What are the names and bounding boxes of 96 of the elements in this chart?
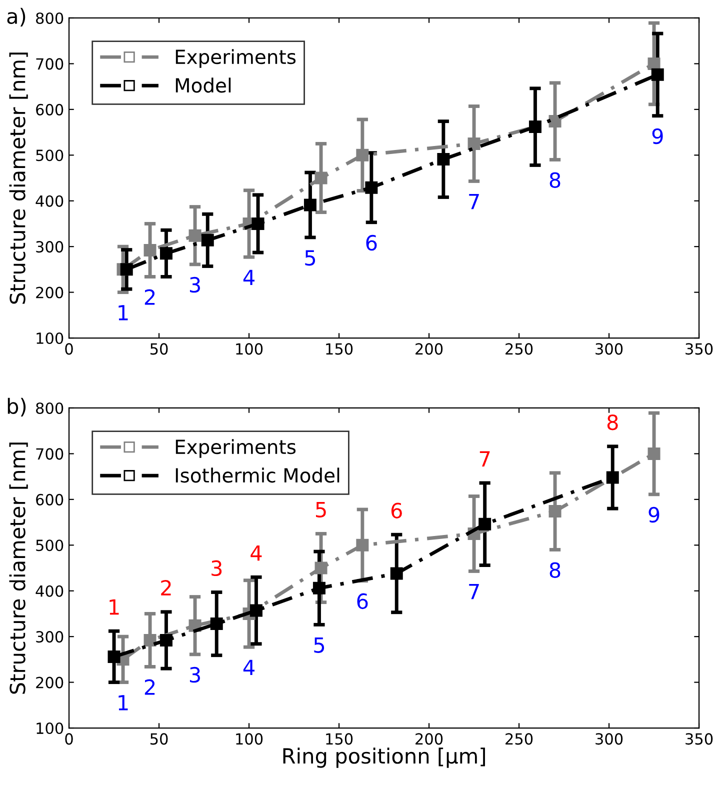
x-tick-label: 200: [416, 343, 443, 355]
point: [250, 604, 262, 617]
x-tick-label: 100: [236, 343, 263, 355]
y-tick-label: 500: [36, 150, 64, 162]
annotation: 8: [550, 172, 560, 188]
point: [528, 120, 542, 134]
x-tick-label: 150: [326, 343, 353, 355]
point: [548, 505, 562, 518]
y-tick-label: 100: [36, 332, 64, 344]
annotation: 3: [212, 560, 222, 576]
point: [210, 618, 223, 630]
annotation: 7: [469, 584, 479, 600]
annotation: 1: [118, 695, 128, 710]
y-tick-label: 700: [36, 448, 64, 460]
point: [651, 68, 664, 81]
point: [144, 634, 156, 646]
y-tick-label: 600: [36, 494, 64, 506]
x-tick-label: 0: [65, 733, 73, 745]
point: [201, 234, 214, 246]
legend-label: Experiments: [176, 49, 296, 68]
point: [314, 172, 328, 184]
point: [188, 229, 202, 242]
x-tick-label: 350: [686, 733, 713, 745]
annotation: 5: [305, 250, 316, 266]
x-tick-label: 50: [150, 343, 168, 355]
x-tick-label: 250: [506, 733, 533, 745]
y-axis-title: Structure diameter [nm]: [9, 442, 28, 694]
annotation: 9: [648, 506, 660, 523]
y-tick-label: 600: [36, 104, 64, 116]
annotation: 2: [144, 289, 155, 305]
x-tick-label: 300: [596, 733, 623, 745]
y-tick-label: 300: [36, 241, 64, 253]
legend-label: Isothermic Model: [176, 468, 340, 483]
x-tick-label: 100: [236, 733, 263, 745]
y-tick-label: 200: [36, 676, 64, 688]
legend-label: Experiments: [176, 439, 296, 458]
point: [648, 447, 660, 460]
annotation: 7: [469, 194, 479, 210]
point: [108, 650, 120, 663]
point: [144, 244, 156, 256]
point: [314, 562, 328, 574]
point: [160, 634, 172, 646]
y-tick-label: 400: [36, 585, 64, 597]
point: [548, 115, 562, 128]
point: [390, 567, 403, 580]
legend-label: Model: [176, 78, 231, 93]
annotation: 3: [190, 666, 200, 683]
chart-title: b): [8, 398, 26, 416]
x-tick-label: 250: [506, 343, 533, 355]
point: [252, 217, 264, 230]
y-tick-label: 800: [36, 402, 64, 414]
annotation: 4: [243, 270, 254, 286]
point: [437, 153, 450, 166]
annotation: 9: [652, 128, 663, 144]
y-tick-label: 700: [36, 58, 64, 70]
y-tick-label: 300: [36, 631, 64, 643]
y-tick-label: 800: [36, 12, 64, 24]
point: [365, 181, 378, 194]
point: [160, 247, 172, 260]
chart-title: a): [7, 8, 26, 26]
x-tick-label: 300: [596, 343, 623, 355]
annotation: 6: [357, 593, 368, 610]
y-axis-title: Structure diameter [nm]: [9, 52, 28, 304]
annotation: 8: [607, 414, 618, 430]
point: [478, 518, 492, 530]
annotation: 4: [250, 545, 262, 561]
y-tick-label: 400: [36, 195, 64, 207]
annotation: 2: [161, 580, 171, 596]
annotation: 4: [243, 660, 254, 676]
x-tick-label: 200: [416, 733, 443, 745]
annotation: 7: [480, 451, 490, 466]
point: [356, 538, 369, 552]
annotation: 2: [144, 679, 155, 695]
annotation: 6: [366, 234, 377, 251]
annotation: 3: [190, 276, 200, 293]
y-tick-label: 500: [36, 540, 64, 552]
x-tick-label: 150: [326, 733, 353, 745]
annotation: 5: [316, 502, 326, 518]
y-tick-label: 200: [36, 286, 64, 298]
point: [648, 57, 660, 70]
point: [468, 137, 480, 150]
point: [606, 471, 619, 484]
x-tick-label: 0: [65, 343, 73, 355]
x-tick-label: 50: [150, 733, 168, 745]
point: [304, 198, 316, 212]
annotation: 5: [314, 637, 324, 653]
point: [120, 263, 133, 276]
point: [356, 148, 369, 162]
point: [312, 582, 326, 594]
annotation: 1: [110, 599, 119, 615]
annotation: 1: [118, 305, 128, 320]
x-axis-title: Ring positionn [µm]: [283, 748, 485, 768]
y-tick-label: 100: [36, 722, 64, 734]
annotation: 8: [550, 562, 560, 578]
x-tick-label: 350: [686, 343, 713, 355]
annotation: 6: [391, 502, 402, 518]
